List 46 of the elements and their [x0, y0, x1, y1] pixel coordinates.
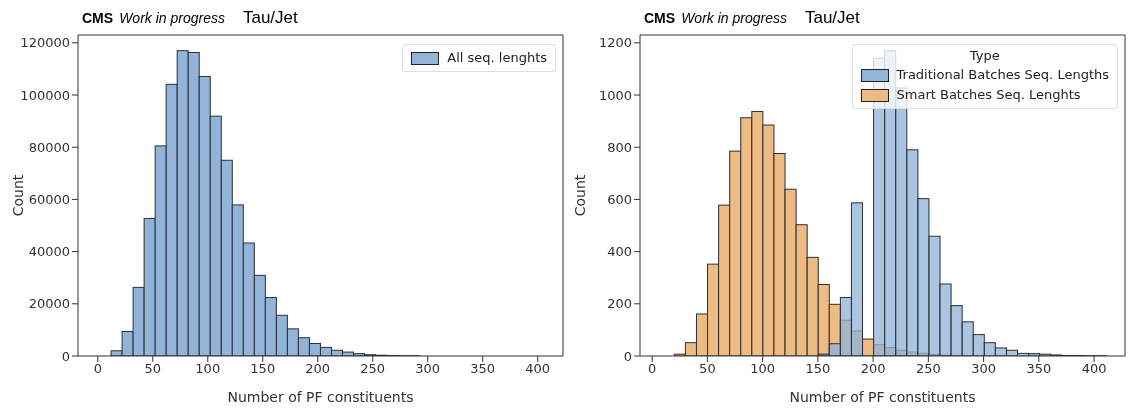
x-tick-label: 150 — [250, 361, 276, 377]
y-tick-label: 0 — [623, 348, 632, 364]
y-tick-label: 1000 — [598, 87, 632, 103]
text: Work in progress — [119, 10, 225, 26]
x-tick-label: 300 — [415, 361, 441, 377]
x-tick-label: 150 — [805, 361, 831, 377]
y-tick-label: 0 — [61, 348, 70, 364]
y-tick-label: 40000 — [28, 244, 70, 260]
x-tick-label: 100 — [195, 361, 221, 377]
legend-label: Smart Batches Seq. Lenghts — [896, 86, 1081, 104]
x-tick-label: 50 — [144, 361, 162, 377]
y-tick-label: 400 — [607, 244, 632, 260]
legend-label: All seq. lenghts — [447, 49, 547, 67]
x-tick-label: 250 — [915, 361, 941, 377]
y-tick-label: 120000 — [20, 35, 70, 51]
x-tick-label: 400 — [525, 361, 551, 377]
x-tick-label: 300 — [971, 361, 996, 377]
x-tick-label: 350 — [1026, 361, 1052, 377]
legend-label: Traditional Batches Seq. Lengths — [896, 66, 1109, 84]
y-tick-label: 80000 — [28, 139, 70, 155]
x-tick-label: 400 — [1081, 361, 1107, 377]
y-tick-label: 600 — [607, 192, 632, 208]
x-tick-label: 0 — [648, 361, 657, 377]
text: Work in progress — [681, 10, 787, 26]
text: CMS — [82, 10, 114, 26]
x-tick-label: 50 — [699, 361, 716, 377]
x-tick-label: 0 — [93, 361, 102, 377]
x-tick-label: 350 — [470, 361, 496, 377]
y-tick-label: 200 — [607, 296, 632, 312]
x-axis-title: Number of PF constituents — [789, 389, 976, 405]
y-tick-label: 800 — [607, 139, 632, 155]
y-tick-label: 60000 — [28, 192, 70, 208]
legend-title: Type — [968, 48, 1001, 63]
chart-title: Tau/Jet — [804, 8, 860, 28]
y-tick-label: 20000 — [28, 296, 70, 312]
x-tick-label: 250 — [360, 361, 386, 377]
x-tick-label: 200 — [305, 361, 331, 377]
y-axis-title: Count — [571, 174, 588, 217]
y-tick-label: 1200 — [598, 35, 632, 51]
text: CMS — [644, 10, 676, 26]
x-axis-title: Number of PF constituents — [227, 389, 414, 405]
chart-title: Tau/Jet — [242, 8, 298, 28]
y-axis-title: Count — [9, 174, 26, 217]
x-tick-label: 100 — [750, 361, 776, 377]
x-tick-label: 200 — [860, 361, 886, 377]
y-tick-label: 100000 — [20, 87, 70, 103]
